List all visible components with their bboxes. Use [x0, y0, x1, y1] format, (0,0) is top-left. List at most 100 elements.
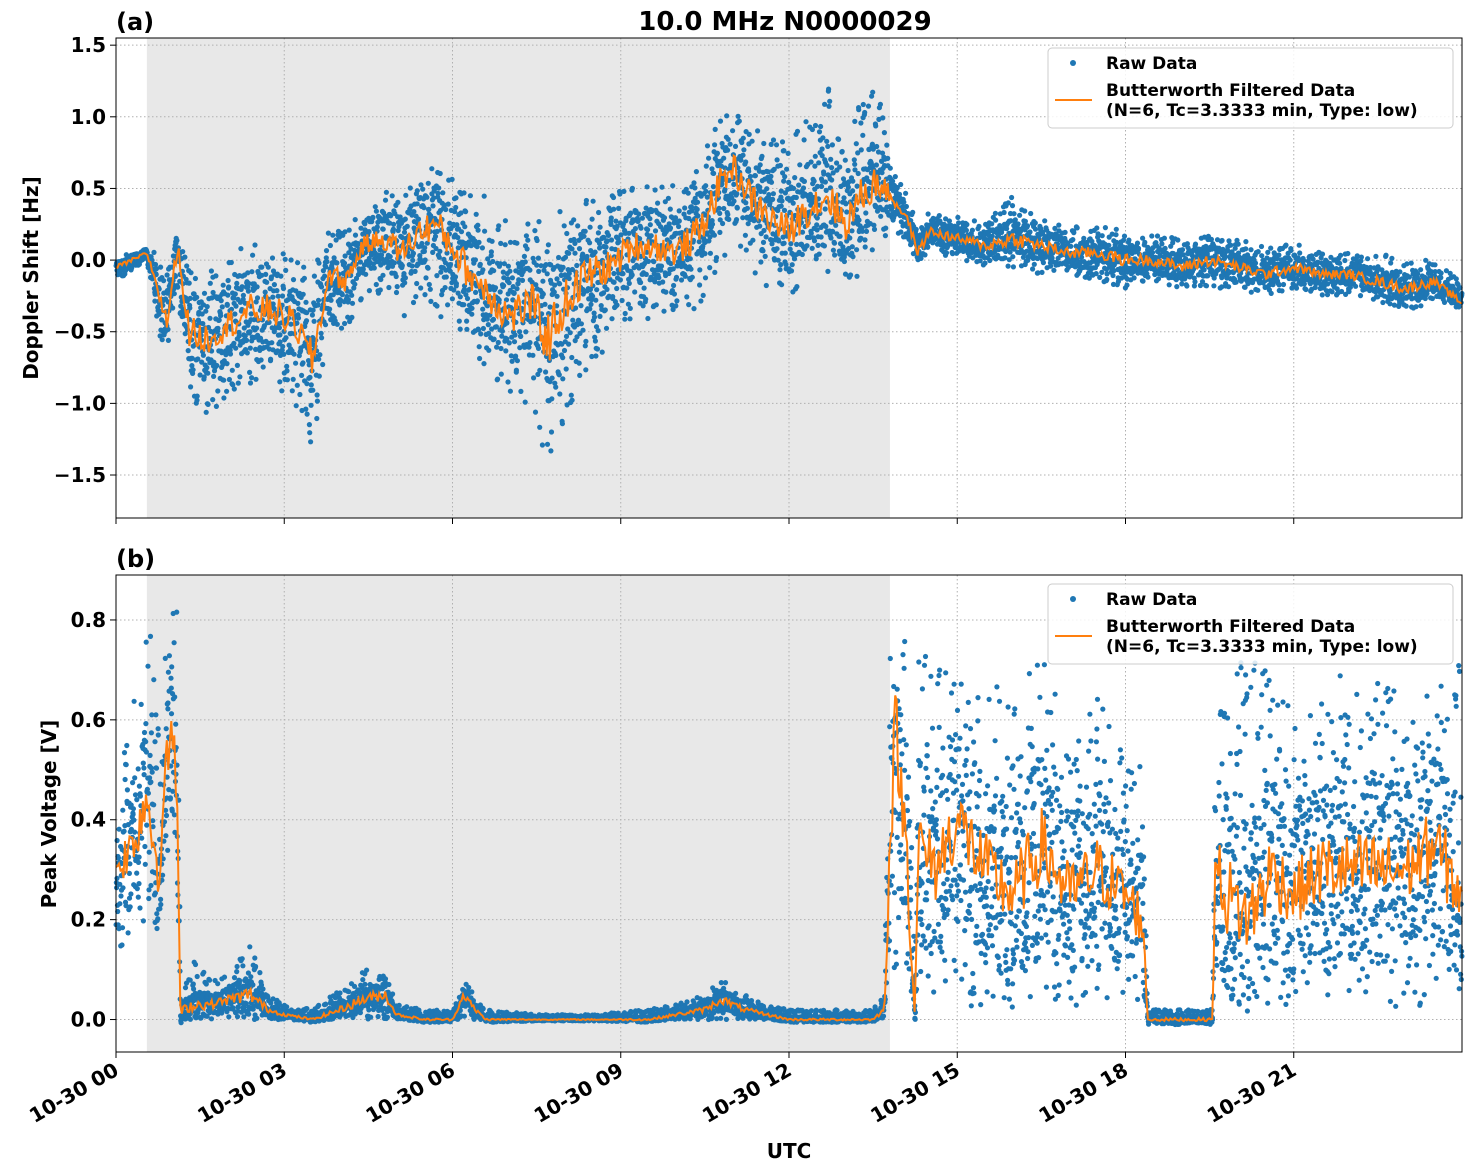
- raw-data-point: [1342, 257, 1348, 264]
- raw-data-point: [596, 209, 602, 216]
- raw-data-point: [530, 255, 536, 261]
- raw-data-point: [671, 291, 678, 297]
- raw-data-point: [918, 255, 924, 261]
- raw-data-point: [704, 194, 710, 200]
- raw-data-point: [553, 352, 559, 358]
- raw-data-point: [566, 341, 572, 347]
- raw-data-point: [349, 314, 355, 320]
- raw-data-point: [822, 101, 828, 107]
- raw-data-point: [521, 253, 528, 259]
- raw-data-point: [648, 233, 654, 239]
- raw-data-point: [563, 366, 569, 372]
- raw-data-point: [738, 157, 744, 163]
- raw-data-point: [721, 205, 727, 212]
- raw-data-point: [509, 358, 515, 364]
- raw-data-point: [224, 388, 230, 394]
- raw-data-point: [194, 393, 200, 399]
- raw-data-point: [616, 239, 622, 245]
- raw-data-point: [254, 325, 260, 331]
- raw-data-point: [247, 345, 253, 351]
- raw-data-point: [474, 298, 480, 304]
- raw-data-point: [253, 376, 259, 382]
- raw-data-point: [793, 194, 799, 201]
- raw-data-point: [825, 268, 831, 274]
- raw-data-point: [595, 328, 601, 334]
- raw-data-point: [616, 205, 622, 211]
- raw-data-point: [724, 113, 730, 119]
- raw-data-point: [809, 200, 815, 206]
- raw-data-point: [873, 204, 879, 210]
- raw-data-point: [164, 272, 170, 278]
- raw-data-point: [203, 308, 209, 314]
- raw-data-point: [456, 318, 462, 324]
- raw-data-point: [595, 230, 602, 236]
- raw-data-point: [452, 274, 459, 280]
- raw-data-point: [775, 257, 781, 263]
- raw-data-point: [501, 275, 507, 281]
- raw-data-point: [1383, 252, 1389, 258]
- raw-data-point: [278, 273, 284, 279]
- raw-data-point: [1287, 257, 1293, 263]
- raw-data-point: [524, 246, 530, 252]
- raw-data-point: [1329, 289, 1335, 295]
- raw-data-point: [578, 303, 584, 309]
- raw-data-point: [770, 191, 777, 197]
- raw-data-point: [323, 264, 329, 270]
- raw-data-point: [782, 174, 788, 180]
- raw-data-point: [707, 265, 713, 271]
- raw-data-point: [229, 367, 235, 373]
- raw-data-point: [532, 409, 539, 415]
- raw-data-point: [464, 295, 471, 302]
- raw-data-point: [253, 299, 259, 305]
- raw-data-point: [855, 170, 861, 177]
- raw-data-point: [310, 387, 316, 393]
- raw-data-point: [284, 377, 290, 383]
- raw-data-point: [304, 310, 310, 316]
- raw-data-point: [415, 216, 422, 222]
- raw-data-point: [462, 224, 468, 230]
- raw-data-point: [643, 271, 649, 277]
- raw-data-point: [644, 184, 650, 190]
- raw-data-point: [158, 264, 164, 270]
- raw-data-point: [773, 142, 780, 148]
- raw-data-point: [438, 314, 444, 320]
- raw-data-point: [517, 329, 523, 335]
- raw-data-point: [310, 307, 316, 313]
- raw-data-point: [704, 143, 711, 149]
- raw-data-point: [572, 250, 578, 256]
- raw-data-point: [318, 284, 325, 290]
- raw-data-point: [419, 240, 425, 247]
- raw-data-point: [308, 439, 314, 445]
- raw-data-point: [235, 380, 241, 386]
- raw-data-point: [391, 249, 397, 255]
- raw-data-point: [624, 285, 630, 291]
- raw-data-point: [852, 167, 858, 173]
- raw-data-point: [518, 333, 524, 339]
- raw-data-point: [339, 292, 345, 298]
- raw-data-point: [252, 242, 258, 248]
- raw-data-point: [982, 260, 988, 266]
- raw-data-point: [678, 277, 685, 283]
- raw-data-point: [824, 138, 830, 144]
- raw-data-point: [576, 246, 583, 252]
- raw-data-point: [425, 180, 431, 186]
- raw-data-point: [1121, 233, 1128, 239]
- raw-data-point: [1135, 245, 1142, 251]
- raw-data-point: [426, 206, 432, 212]
- raw-data-point: [496, 223, 502, 229]
- raw-data-point: [262, 289, 268, 295]
- raw-data-point: [480, 306, 486, 312]
- raw-data-point: [1243, 246, 1249, 252]
- raw-data-point: [903, 190, 909, 196]
- raw-data-point: [436, 185, 442, 191]
- raw-data-point: [451, 287, 457, 293]
- raw-data-point: [492, 285, 499, 291]
- raw-data-point: [234, 362, 240, 368]
- raw-data-point: [841, 254, 847, 260]
- raw-data-point: [1102, 225, 1108, 231]
- raw-data-point: [370, 214, 376, 220]
- raw-data-point: [833, 222, 839, 228]
- raw-data-point: [544, 249, 550, 255]
- raw-data-point: [445, 201, 451, 207]
- raw-data-point: [283, 267, 289, 273]
